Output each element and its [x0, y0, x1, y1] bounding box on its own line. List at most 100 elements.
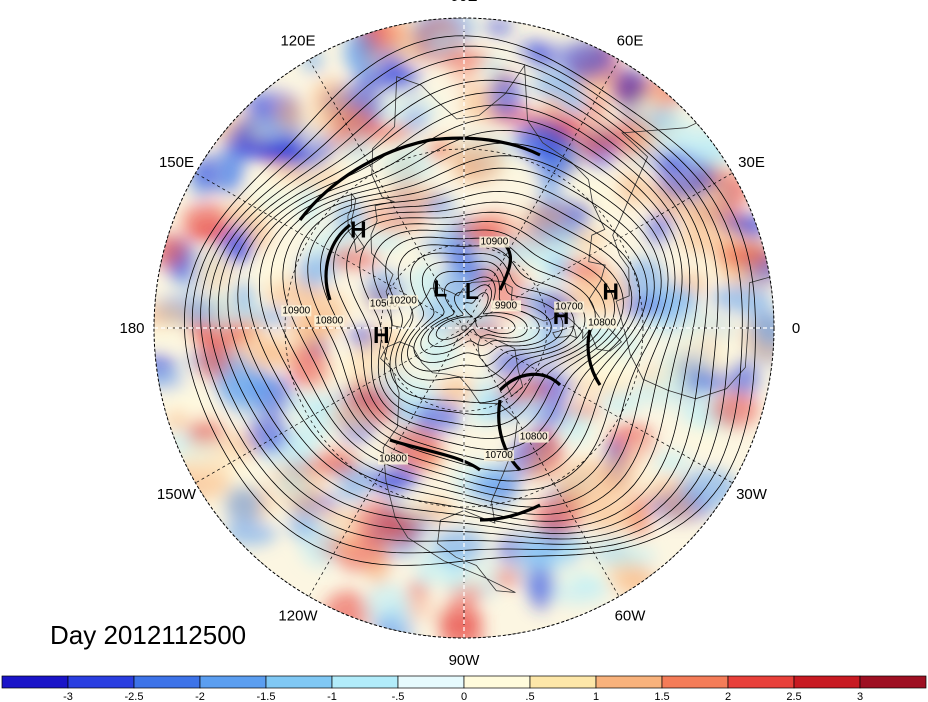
anomaly-blob — [354, 345, 417, 390]
anomaly-blob — [478, 464, 517, 508]
coastline — [552, 325, 577, 339]
anomaly-blob — [334, 528, 359, 556]
height-contour — [359, 220, 616, 428]
anomaly-blob — [550, 257, 572, 281]
anomaly-blob — [584, 501, 648, 533]
anomaly-field — [154, 18, 774, 638]
high-pressure-label: H — [602, 278, 619, 304]
anomaly-blob — [683, 327, 732, 367]
high-pressure-label: H — [350, 216, 367, 242]
colorbar-label: -1.5 — [257, 691, 276, 702]
longitude-label: 60E — [617, 33, 644, 50]
anomaly-blob — [154, 302, 193, 328]
anomaly-blob — [247, 415, 290, 454]
colorbar-swatch — [859, 675, 927, 689]
anomaly-blob — [335, 156, 358, 183]
anomaly-blob — [311, 110, 368, 130]
anomaly-blob — [488, 75, 523, 118]
anomaly-blob — [521, 203, 570, 227]
high-pressure-label: H — [373, 322, 390, 348]
anomaly-blob — [154, 352, 177, 379]
height-contour — [372, 229, 606, 416]
anomaly-blob — [256, 254, 295, 288]
anomaly-blob — [471, 394, 496, 427]
colorbar-label: 1 — [593, 691, 599, 702]
anomaly-blob — [344, 28, 379, 76]
anomaly-blob — [338, 478, 368, 504]
anomaly-blob — [720, 214, 774, 234]
anomaly-blob — [582, 341, 636, 385]
contour-label-bg — [281, 305, 312, 317]
jet-contour — [324, 223, 351, 301]
meridian-line — [195, 327, 465, 484]
anomaly-blob — [564, 257, 607, 279]
height-contours — [184, 35, 756, 566]
height-contour — [200, 56, 731, 545]
anomaly-blob — [616, 170, 648, 206]
longitude-label: 150W — [157, 486, 197, 503]
colorbar-label: -1 — [327, 691, 337, 702]
jet-contour — [497, 399, 522, 472]
height-contour — [237, 104, 691, 522]
contour-label-bg — [314, 315, 345, 327]
colorbar-label: 2 — [725, 691, 731, 702]
contour-label: 10700 — [555, 302, 583, 313]
jet-contour — [298, 136, 541, 221]
meridian-line — [463, 59, 620, 329]
colorbar-label: -2 — [195, 691, 205, 702]
height-contour — [407, 260, 564, 372]
anomaly-blob — [651, 363, 672, 393]
anomaly-blob — [489, 348, 540, 378]
meridian-line — [463, 327, 733, 484]
anomaly-blob — [442, 614, 484, 638]
contour-label: 10800 — [588, 318, 616, 329]
anomaly-blob — [296, 254, 333, 289]
longitude-label: 60W — [615, 608, 647, 625]
anomaly-blob — [602, 453, 639, 498]
colorbar-label: 3 — [857, 691, 863, 702]
contour-label: 10700 — [485, 450, 513, 461]
meridian-line — [463, 327, 620, 597]
colorbar-label: -2.5 — [125, 691, 144, 702]
anomaly-blob — [484, 18, 513, 36]
anomaly-blob — [193, 249, 227, 287]
anomaly-blob — [288, 342, 332, 390]
longitude-label: 30W — [736, 486, 768, 503]
height-contour — [346, 211, 624, 439]
anomaly-blob — [381, 89, 441, 112]
low-pressure-label: L — [465, 278, 479, 304]
contour-label: 10900 — [282, 305, 310, 316]
anomaly-blob — [165, 410, 188, 431]
date-title: Day 2012112500 — [50, 620, 247, 650]
colorbar-swatch — [133, 675, 201, 689]
anomaly-blob — [309, 395, 336, 438]
anomaly-blob — [154, 372, 186, 391]
colorbar-swatch — [397, 675, 465, 689]
colorbar-swatch — [661, 675, 729, 689]
anomaly-blob — [365, 583, 411, 631]
contour-label-bg — [554, 301, 585, 313]
contour-label: 10800 — [520, 432, 548, 443]
anomaly-blob — [438, 261, 485, 305]
height-contour — [270, 142, 669, 500]
anomaly-blob — [154, 324, 195, 346]
colorbar-swatch — [463, 675, 531, 689]
contour-label-bg — [518, 431, 549, 443]
colorbar: -3 -2.5 -2 -1.5 -1 -.5 0 .5 1 1.5 2 2.5 3 — [1, 675, 927, 702]
jet-contour — [479, 503, 541, 522]
anomaly-blob — [327, 246, 380, 270]
longitude-label: 0 — [792, 320, 800, 337]
height-contour — [413, 268, 552, 363]
contour-label-bg — [491, 300, 521, 312]
colorbar-swatch — [331, 675, 399, 689]
colorbar-label: -.5 — [392, 691, 405, 702]
contour-label-bg — [387, 295, 418, 307]
anomaly-blob — [241, 313, 262, 336]
anomaly-blob — [187, 417, 225, 446]
anomaly-blob — [528, 566, 554, 611]
height-contour — [247, 117, 683, 515]
anomaly-blob — [651, 452, 692, 472]
colorbar-swatch — [727, 675, 795, 689]
map-border — [153, 17, 775, 639]
